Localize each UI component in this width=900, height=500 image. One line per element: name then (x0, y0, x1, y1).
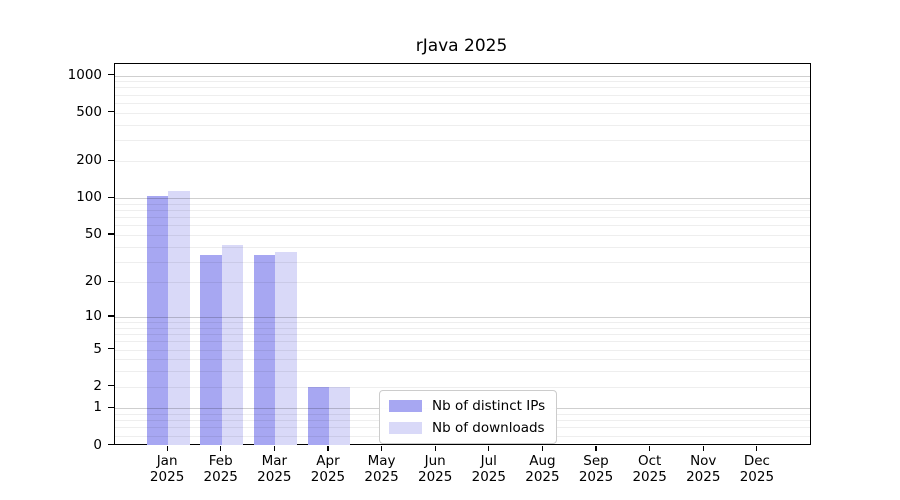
chart-title: rJava 2025 (415, 36, 508, 56)
gridline-minor (114, 139, 810, 141)
gridline-minor (114, 217, 810, 219)
bar-distinct-ips (200, 255, 222, 446)
y-tick-mark (108, 406, 114, 408)
bar-downloads (328, 386, 351, 446)
legend-item: Nb of distinct IPs (389, 398, 545, 414)
y-tick-label: 5 (93, 340, 102, 357)
y-tick-label: 50 (84, 225, 102, 242)
legend-item-label: Nb of distinct IPs (432, 398, 546, 414)
legend-color-swatch (389, 400, 422, 412)
x-tick-label: Feb 2025 (203, 453, 238, 485)
bar-downloads (275, 252, 297, 446)
gridline-minor (114, 359, 810, 361)
x-tick-label: Sep 2025 (578, 453, 614, 485)
x-tick-mark (541, 445, 543, 451)
legend-item: Nb of downloads (389, 420, 545, 436)
gridline-minor (114, 81, 810, 83)
x-tick-label: Apr 2025 (310, 453, 346, 485)
plot-area (113, 63, 811, 446)
y-tick-label: 2 (93, 377, 102, 394)
y-tick-mark (108, 347, 114, 350)
bar-distinct-ips (253, 255, 276, 446)
x-tick-mark (649, 445, 651, 451)
legend: Nb of distinct IPs Nb of downloads (379, 390, 558, 444)
y-tick-mark (108, 159, 114, 162)
x-tick-mark (434, 445, 436, 451)
x-tick-mark (220, 445, 222, 451)
y-tick-mark (108, 315, 114, 317)
gridline-minor (114, 322, 810, 324)
y-tick-label: 500 (76, 103, 102, 120)
x-tick-label: Jun 2025 (418, 453, 453, 485)
x-tick-mark (380, 445, 383, 451)
y-tick-mark (108, 443, 114, 446)
gridline-minor (114, 261, 810, 263)
x-tick-mark (273, 445, 275, 451)
y-tick-mark (108, 233, 114, 235)
x-tick-mark (327, 445, 329, 451)
y-tick-label: 0 (93, 436, 102, 453)
x-tick-label: Mar 2025 (257, 453, 292, 485)
gridline-minor (114, 371, 810, 373)
x-tick-label: Oct 2025 (632, 453, 667, 485)
gridline-minor (114, 225, 810, 227)
gridline-minor (114, 102, 810, 104)
x-tick-mark (756, 445, 758, 451)
gridline-minor (114, 327, 810, 329)
gridline-major (114, 198, 810, 200)
gridline-minor (114, 87, 810, 89)
bar-distinct-ips (307, 386, 329, 446)
gridline-minor (114, 282, 810, 284)
x-tick-label: Aug 2025 (525, 453, 560, 485)
gridline-minor (114, 349, 810, 351)
gridline-major (114, 317, 810, 319)
gridline-minor (114, 161, 810, 163)
x-tick-mark (702, 445, 704, 451)
legend-color-swatch (389, 422, 422, 434)
y-tick-mark (108, 73, 114, 76)
x-tick-label: Jan 2025 (149, 453, 185, 485)
x-tick-mark (595, 445, 597, 451)
y-tick-label: 200 (76, 152, 102, 169)
x-tick-label: Nov 2025 (686, 453, 721, 485)
x-tick-label: May 2025 (364, 453, 399, 485)
gridline-minor (114, 234, 810, 236)
gridline-minor (114, 124, 810, 126)
gridline-major (114, 75, 810, 77)
gridline-minor (114, 203, 810, 205)
x-tick-label: Dec 2025 (739, 453, 775, 485)
bar-downloads (168, 190, 190, 446)
bar-downloads (221, 245, 244, 446)
y-tick-label: 1 (93, 399, 102, 416)
y-tick-label: 20 (84, 273, 102, 290)
gridline-minor (114, 210, 810, 212)
y-tick-mark (108, 110, 114, 113)
y-tick-mark (108, 280, 114, 283)
gridline-minor (114, 246, 810, 248)
y-tick-mark (108, 385, 114, 387)
y-tick-label: 10 (84, 308, 102, 325)
x-tick-label: Jul 2025 (471, 453, 506, 485)
bar-distinct-ips (146, 195, 169, 446)
gridline-minor (114, 94, 810, 96)
x-tick-mark (488, 445, 490, 451)
gridline-minor (114, 334, 810, 336)
y-tick-label: 100 (76, 189, 102, 206)
y-tick-label: 1000 (67, 66, 102, 83)
x-tick-mark (166, 445, 168, 451)
gridline-minor (114, 112, 810, 114)
y-tick-mark (108, 196, 114, 198)
gridline-minor (114, 341, 810, 343)
legend-item-label: Nb of downloads (432, 420, 545, 436)
gridline-minor (114, 386, 810, 388)
